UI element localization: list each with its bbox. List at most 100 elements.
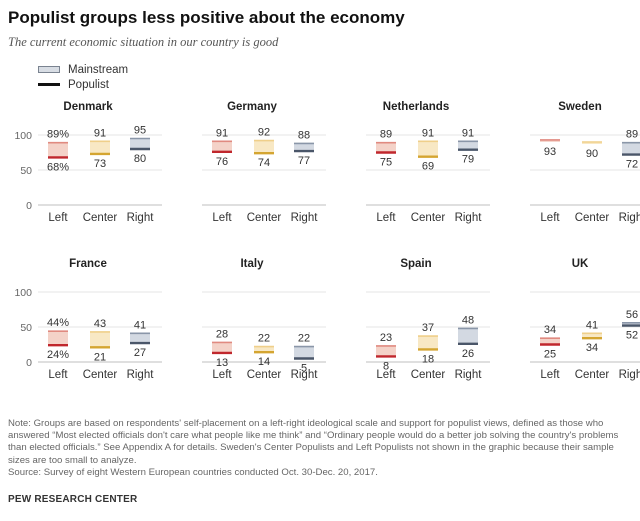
range-box-netherlands-center bbox=[418, 141, 438, 157]
mainstream-value-label: 37 bbox=[422, 322, 434, 334]
country-title-sweden: Sweden bbox=[558, 101, 601, 113]
mainstream-value-label: 28 bbox=[216, 328, 228, 340]
range-box-italy-right bbox=[294, 346, 314, 359]
y-tick-label: 100 bbox=[14, 287, 32, 299]
mainstream-value-label: 93 bbox=[544, 146, 556, 158]
range-box-netherlands-left bbox=[376, 142, 396, 153]
legend-label-populist: Populist bbox=[68, 78, 109, 91]
category-label-right: Right bbox=[291, 212, 319, 224]
category-label-left: Left bbox=[540, 212, 560, 224]
range-box-spain-left bbox=[376, 345, 396, 357]
chart-title: Populist groups less positive about the … bbox=[8, 8, 405, 27]
mainstream-value-label: 23 bbox=[380, 332, 392, 344]
country-title-netherlands: Netherlands bbox=[383, 101, 449, 113]
mainstream-value-label: 89 bbox=[380, 129, 392, 141]
populist-value-label: 21 bbox=[94, 351, 106, 363]
range-box-sweden-right bbox=[622, 142, 640, 155]
credit-text: PEW RESEARCH CENTER bbox=[8, 494, 138, 505]
mainstream-value-label: 22 bbox=[258, 333, 270, 345]
range-box-germany-right bbox=[294, 143, 314, 152]
populist-value-label: 25 bbox=[544, 349, 556, 361]
populist-value-label: 8 bbox=[383, 360, 389, 372]
mainstream-value-label: 89 bbox=[626, 129, 638, 141]
y-tick-label: 50 bbox=[20, 322, 32, 334]
country-title-germany: Germany bbox=[227, 101, 277, 113]
range-box-germany-left bbox=[212, 141, 232, 152]
chart-subtitle: The current economic situation in our co… bbox=[8, 35, 279, 49]
populist-value-label: 13 bbox=[216, 357, 228, 369]
mainstream-value-label: 34 bbox=[544, 324, 556, 336]
populist-value-label: 18 bbox=[422, 353, 434, 365]
mainstream-value-label: 41 bbox=[586, 319, 598, 331]
mainstream-value-label: 56 bbox=[626, 309, 638, 321]
populist-value-label: 69 bbox=[422, 161, 434, 173]
mainstream-value-label: 41 bbox=[134, 319, 146, 331]
y-tick-label: 100 bbox=[14, 130, 32, 142]
y-tick-label: 50 bbox=[20, 165, 32, 177]
category-label-center: Center bbox=[247, 212, 282, 224]
range-box-denmark-right bbox=[130, 138, 150, 149]
populist-value-label: 27 bbox=[134, 347, 146, 359]
mainstream-value-label: 43 bbox=[94, 318, 106, 330]
category-label-center: Center bbox=[83, 212, 118, 224]
category-label-right: Right bbox=[127, 212, 155, 224]
range-box-sweden-center bbox=[582, 142, 602, 144]
mainstream-value-label: 91 bbox=[422, 127, 434, 139]
populist-value-label: 5 bbox=[301, 363, 307, 375]
range-box-spain-right bbox=[458, 328, 478, 344]
y-tick-label: 0 bbox=[26, 357, 32, 369]
range-box-netherlands-right bbox=[458, 141, 478, 150]
range-box-denmark-left bbox=[48, 142, 68, 158]
populist-value-label: 77 bbox=[298, 155, 310, 167]
mainstream-value-label: 91 bbox=[216, 127, 228, 139]
category-label-right: Right bbox=[127, 369, 155, 381]
category-label-right: Right bbox=[291, 369, 319, 381]
mainstream-value-label: 48 bbox=[462, 314, 474, 326]
range-box-france-right bbox=[130, 333, 150, 344]
range-box-france-center bbox=[90, 331, 110, 348]
populist-value-label: 34 bbox=[586, 342, 598, 354]
category-label-center: Center bbox=[575, 212, 610, 224]
category-label-left: Left bbox=[376, 369, 396, 381]
range-box-uk-left bbox=[540, 338, 560, 345]
category-label-left: Left bbox=[212, 212, 232, 224]
category-label-right: Right bbox=[619, 212, 640, 224]
category-label-right: Right bbox=[455, 212, 483, 224]
range-box-uk-right bbox=[622, 322, 640, 326]
populist-value-label: 74 bbox=[258, 157, 270, 169]
mainstream-value-label: 92 bbox=[258, 127, 270, 139]
category-label-right: Right bbox=[455, 369, 483, 381]
populist-value-label: 72 bbox=[626, 159, 638, 171]
category-label-left: Left bbox=[48, 369, 68, 381]
populist-value-label: 52 bbox=[626, 330, 638, 342]
range-box-italy-center bbox=[254, 346, 274, 353]
category-label-center: Center bbox=[411, 369, 446, 381]
country-title-italy: Italy bbox=[240, 258, 264, 270]
range-box-italy-left bbox=[212, 342, 232, 353]
mainstream-value-label: 90 bbox=[586, 148, 598, 160]
populist-value-label: 14 bbox=[258, 356, 270, 368]
legend-item-mainstream: Mainstream bbox=[38, 62, 128, 77]
country-title-france: France bbox=[69, 258, 107, 270]
populist-value-label: 73 bbox=[94, 158, 106, 170]
category-label-left: Left bbox=[376, 212, 396, 224]
mainstream-value-label: 44% bbox=[47, 317, 69, 329]
range-box-spain-center bbox=[418, 336, 438, 350]
populist-swatch-icon bbox=[38, 83, 60, 86]
category-label-left: Left bbox=[48, 212, 68, 224]
category-label-center: Center bbox=[247, 369, 282, 381]
country-title-denmark: Denmark bbox=[63, 101, 113, 113]
populist-value-label: 24% bbox=[47, 349, 69, 361]
mainstream-value-label: 95 bbox=[134, 125, 146, 137]
populist-value-label: 26 bbox=[462, 348, 474, 360]
mainstream-value-label: 88 bbox=[298, 129, 310, 141]
populist-value-label: 75 bbox=[380, 157, 392, 169]
mainstream-swatch-icon bbox=[38, 66, 60, 73]
category-label-center: Center bbox=[575, 369, 610, 381]
range-box-denmark-center bbox=[90, 141, 110, 154]
country-title-spain: Spain bbox=[400, 258, 431, 270]
legend-label-mainstream: Mainstream bbox=[68, 63, 129, 76]
populist-value-label: 79 bbox=[462, 154, 474, 166]
country-title-uk: UK bbox=[572, 258, 589, 270]
